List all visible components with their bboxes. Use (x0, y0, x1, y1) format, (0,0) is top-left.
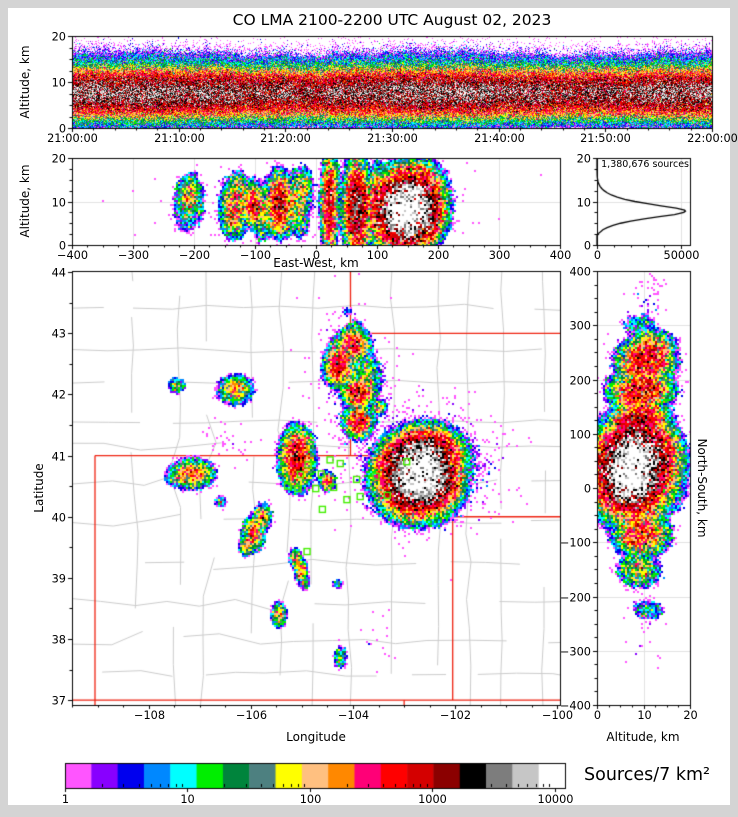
figure-canvas (0, 0, 738, 817)
